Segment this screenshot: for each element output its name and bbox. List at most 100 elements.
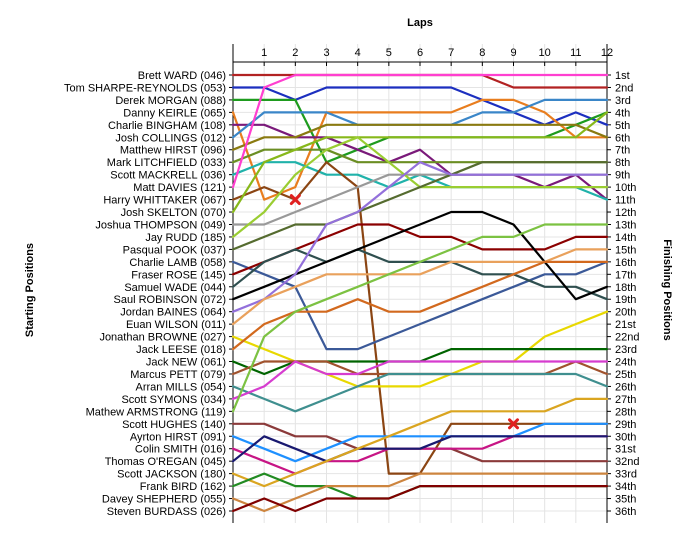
finishing-position-label: 24th bbox=[615, 357, 636, 369]
finishing-position-label: 5th bbox=[615, 120, 630, 132]
series-line bbox=[231, 422, 609, 463]
finishing-position-label: 30th bbox=[615, 431, 636, 443]
series-line bbox=[231, 472, 609, 513]
starting-position-label: Charlie BINGHAM (108) bbox=[108, 120, 226, 132]
starting-position-label: Jay RUDD (185) bbox=[145, 232, 226, 244]
x-marker-stroke bbox=[289, 194, 301, 206]
starting-position-label: Scott MACKRELL (036) bbox=[110, 170, 226, 182]
starting-position-label: Harry WHITTAKER (067) bbox=[103, 195, 226, 207]
starting-position-label: Brett WARD (046) bbox=[138, 70, 226, 82]
finishing-position-label: 25th bbox=[615, 369, 636, 381]
series-line bbox=[231, 161, 609, 251]
starting-position-label: Jordan BAINES (064) bbox=[120, 307, 226, 319]
series-line bbox=[231, 435, 609, 463]
starting-position-label: Arran MILLS (054) bbox=[136, 381, 226, 393]
x-tick-label: 9 bbox=[510, 47, 516, 59]
finishing-position-label: 22nd bbox=[615, 332, 639, 344]
finishing-position-label: 21st bbox=[615, 319, 636, 331]
finishing-position-label: 2nd bbox=[615, 82, 633, 94]
starting-position-label: Thomas O'REGAN (045) bbox=[105, 456, 226, 468]
starting-position-labels: Brett WARD (046)Tom SHARPE-REYNOLDS (053… bbox=[64, 70, 226, 518]
finishing-position-label: 16th bbox=[615, 257, 636, 269]
x-tick-label: 11 bbox=[570, 47, 581, 59]
finishing-position-label: 10th bbox=[615, 182, 636, 194]
finishing-position-label: 28th bbox=[615, 406, 636, 418]
finishing-position-label: 29th bbox=[615, 419, 636, 431]
x-axis-title: Laps bbox=[407, 17, 433, 29]
x-tick-labels: 1 2 3 4 5 6 7 8 9 10 11 12 bbox=[261, 47, 613, 59]
series-lines bbox=[231, 73, 609, 513]
starting-position-label: Derek MORGAN (088) bbox=[115, 95, 226, 107]
starting-position-label: Fraser ROSE (145) bbox=[131, 269, 226, 281]
starting-position-label: Mathew ARMSTRONG (119) bbox=[86, 406, 226, 418]
series-line bbox=[231, 161, 609, 313]
starting-position-label: Ayrton HIRST (091) bbox=[130, 431, 226, 443]
starting-position-label: Davey SHEPHERD (055) bbox=[102, 494, 226, 506]
finishing-position-label: 36th bbox=[615, 506, 636, 518]
x-tick-label: 1 bbox=[261, 47, 267, 59]
series-line bbox=[231, 397, 609, 488]
y-axis-title-right: Finishing Positions bbox=[661, 239, 673, 340]
finishing-position-label: 9th bbox=[615, 170, 630, 182]
starting-position-label: Jack LEESE (018) bbox=[136, 344, 226, 356]
finishing-position-label: 32nd bbox=[615, 456, 639, 468]
starting-position-label: Frank BIRD (162) bbox=[140, 481, 226, 493]
starting-position-label: Scott JACKSON (180) bbox=[117, 469, 226, 481]
x-tick-label: 8 bbox=[479, 47, 485, 59]
x-tick-label: 5 bbox=[386, 47, 392, 59]
finishing-position-label: 14th bbox=[615, 232, 636, 244]
x-tick-label: 6 bbox=[417, 47, 423, 59]
starting-position-label: Samuel WADE (044) bbox=[124, 282, 226, 294]
series-line bbox=[231, 372, 609, 413]
finishing-position-label: 20th bbox=[615, 307, 636, 319]
x-tick-label: 2 bbox=[292, 47, 298, 59]
finishing-position-label: 18th bbox=[615, 282, 636, 294]
starting-position-label: Colin SMITH (016) bbox=[135, 444, 226, 456]
y-axis-title-left: Starting Positions bbox=[24, 243, 36, 337]
starting-position-label: Marcus PETT (079) bbox=[130, 369, 226, 381]
starting-position-label: Jack NEW (061) bbox=[146, 357, 226, 369]
starting-position-label: Josh COLLINGS (012) bbox=[115, 132, 226, 144]
finishing-position-label: 35th bbox=[615, 494, 636, 506]
series-line bbox=[231, 123, 609, 151]
x-tick-label: 12 bbox=[601, 47, 613, 59]
series-line bbox=[231, 73, 609, 189]
finishing-position-label: 34th bbox=[615, 481, 636, 493]
starting-position-label: Tom SHARPE-REYNOLDS (053) bbox=[64, 82, 226, 94]
x-marker-icon bbox=[289, 194, 301, 206]
finishing-position-label: 31st bbox=[615, 444, 636, 456]
finishing-position-label: 23rd bbox=[615, 344, 637, 356]
finishing-position-label: 3rd bbox=[615, 95, 631, 107]
series-line bbox=[231, 223, 609, 413]
starting-position-label: Scott HUGHES (140) bbox=[122, 419, 226, 431]
series-line bbox=[231, 111, 609, 214]
finishing-position-label: 27th bbox=[615, 394, 636, 406]
starting-position-label: Josh SKELTON (070) bbox=[121, 207, 226, 219]
starting-position-label: Steven BURDASS (026) bbox=[107, 506, 226, 518]
starting-position-label: Matt DAVIES (121) bbox=[133, 182, 226, 194]
starting-position-label: Pasqual POOK (037) bbox=[123, 244, 226, 256]
starting-position-label: Scott SYMONS (034) bbox=[121, 394, 226, 406]
series-line bbox=[231, 485, 609, 513]
starting-position-label: Euan WILSON (011) bbox=[126, 319, 226, 331]
finishing-position-label: 15th bbox=[615, 244, 636, 256]
starting-position-label: Charlie LAMB (058) bbox=[129, 257, 226, 269]
finishing-position-label: 26th bbox=[615, 381, 636, 393]
series-line bbox=[231, 98, 609, 201]
finishing-position-label: 7th bbox=[615, 145, 630, 157]
finishing-position-label: 1st bbox=[615, 70, 630, 82]
finishing-position-label: 17th bbox=[615, 269, 636, 281]
finishing-position-label: 11th bbox=[615, 195, 636, 207]
finishing-position-label: 12th bbox=[615, 207, 636, 219]
starting-position-label: Jonathan BROWNE (027) bbox=[99, 332, 226, 344]
starting-position-label: Joshua THOMPSON (049) bbox=[95, 219, 226, 231]
finishing-position-label: 6th bbox=[615, 132, 630, 144]
finishing-position-label: 33rd bbox=[615, 469, 637, 481]
finishing-position-labels: 1st2nd3rd4th5th6th7th8th9th10th11th12th1… bbox=[615, 70, 639, 518]
series-line bbox=[231, 360, 609, 400]
x-marker-stroke bbox=[508, 418, 519, 430]
x-tick-label: 10 bbox=[539, 47, 551, 59]
finishing-position-label: 19th bbox=[615, 294, 636, 306]
finishing-position-label: 13th bbox=[615, 219, 636, 231]
